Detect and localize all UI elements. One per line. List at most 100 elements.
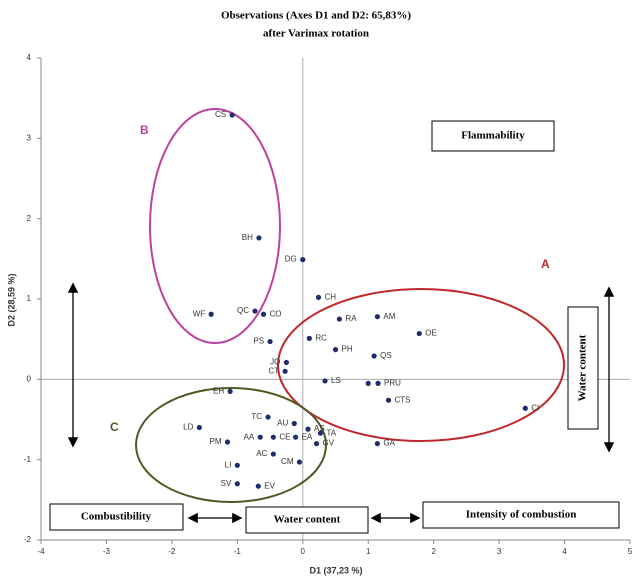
point-label: EV bbox=[264, 481, 275, 490]
chart-title: Observations (Axes D1 and D2: 65,83%) bbox=[221, 10, 411, 22]
point bbox=[227, 388, 233, 394]
point-label: LS bbox=[331, 376, 341, 385]
point bbox=[224, 439, 231, 445]
point-label: LD bbox=[183, 423, 193, 432]
point-label: PH bbox=[342, 345, 353, 354]
x-tick-label: 5 bbox=[628, 547, 632, 556]
x-tick-label: -3 bbox=[103, 547, 111, 556]
x-tick-label: -2 bbox=[168, 547, 176, 556]
point bbox=[374, 441, 380, 447]
y-tick-label: -1 bbox=[24, 455, 32, 464]
point bbox=[291, 420, 297, 427]
point-label: PS bbox=[253, 337, 264, 346]
point-label: OE bbox=[425, 329, 437, 338]
y-tick-label: 1 bbox=[27, 294, 32, 303]
point-label: BH bbox=[242, 233, 253, 242]
point bbox=[522, 405, 528, 411]
x-tick-label: -1 bbox=[234, 547, 242, 556]
y-tick-label: -2 bbox=[24, 535, 32, 544]
annotation-box bbox=[422, 501, 620, 529]
annotation: Water content bbox=[577, 334, 589, 401]
point-label: CO bbox=[270, 309, 282, 318]
point bbox=[292, 434, 299, 440]
point bbox=[296, 459, 303, 465]
point-label: CTS bbox=[395, 395, 411, 404]
point bbox=[267, 338, 273, 345]
point bbox=[260, 311, 267, 317]
point-label: PRU bbox=[384, 378, 401, 387]
point bbox=[265, 414, 271, 420]
x-tick-label: 1 bbox=[366, 547, 371, 556]
point bbox=[375, 380, 381, 386]
point-label: WF bbox=[193, 309, 206, 318]
point bbox=[270, 451, 276, 457]
point-label: CH bbox=[324, 293, 336, 302]
point-label: JO bbox=[270, 358, 280, 367]
annotation-box bbox=[49, 503, 184, 531]
annotation-box bbox=[245, 506, 369, 534]
group-label: A bbox=[541, 257, 550, 271]
point-label: EA bbox=[302, 432, 313, 441]
point-label: CT bbox=[268, 366, 279, 375]
y-tick-label: 3 bbox=[27, 133, 32, 142]
annotation: Flammability bbox=[461, 130, 525, 142]
arrows bbox=[67, 282, 615, 524]
point-label: AS bbox=[314, 424, 325, 433]
y-axis-label: D2 (28,59 %) bbox=[6, 273, 16, 326]
point bbox=[283, 359, 290, 366]
x-axis-label: D1 (37,23 %) bbox=[309, 565, 362, 575]
point-label: AA bbox=[244, 432, 255, 441]
point bbox=[365, 380, 371, 386]
point bbox=[332, 347, 339, 353]
point bbox=[234, 481, 240, 487]
point bbox=[300, 257, 306, 263]
point-label: GV bbox=[323, 439, 335, 448]
point-label: QC bbox=[237, 306, 249, 315]
point bbox=[252, 308, 258, 314]
point bbox=[208, 311, 214, 317]
point bbox=[270, 434, 276, 440]
point-label: DG bbox=[285, 255, 297, 264]
point-label: RC bbox=[315, 333, 327, 342]
group-ellipse bbox=[149, 108, 281, 344]
annotation: Combustibility bbox=[81, 511, 152, 523]
y-tick-label: 4 bbox=[27, 53, 32, 62]
point bbox=[315, 294, 322, 300]
point-label: TA bbox=[326, 428, 336, 437]
point bbox=[255, 483, 261, 489]
point-label: LI bbox=[225, 460, 232, 469]
point bbox=[234, 462, 240, 468]
point bbox=[313, 441, 320, 447]
point bbox=[336, 316, 343, 322]
point-label: CE bbox=[279, 432, 290, 441]
point bbox=[305, 426, 311, 432]
annotation: Intensity of combustion bbox=[466, 509, 577, 521]
point-label: AU bbox=[277, 419, 288, 428]
x-tick-label: -4 bbox=[37, 547, 45, 556]
x-tick-label: 0 bbox=[301, 547, 306, 556]
point-label: EH bbox=[213, 386, 224, 395]
point bbox=[317, 430, 324, 436]
point-label: GA bbox=[383, 439, 395, 448]
point bbox=[385, 397, 392, 403]
point bbox=[282, 368, 288, 374]
annotation-box bbox=[567, 306, 599, 430]
point bbox=[196, 424, 202, 431]
chart-subtitle: after Varimax rotation bbox=[263, 28, 369, 40]
group-ellipse bbox=[135, 387, 327, 503]
point-label: AC bbox=[256, 449, 267, 458]
x-tick-label: 4 bbox=[562, 547, 567, 556]
point-label: PM bbox=[210, 437, 222, 446]
point bbox=[229, 112, 235, 118]
point-label: SV bbox=[221, 479, 232, 488]
point bbox=[257, 434, 263, 440]
point bbox=[322, 378, 328, 384]
point bbox=[416, 330, 422, 337]
point-label: AM bbox=[383, 312, 395, 321]
point-label: TC bbox=[251, 412, 262, 421]
point bbox=[374, 314, 380, 320]
x-tick-label: 3 bbox=[497, 547, 502, 556]
point-label: CM bbox=[281, 457, 294, 466]
point-label: CS bbox=[215, 110, 226, 119]
